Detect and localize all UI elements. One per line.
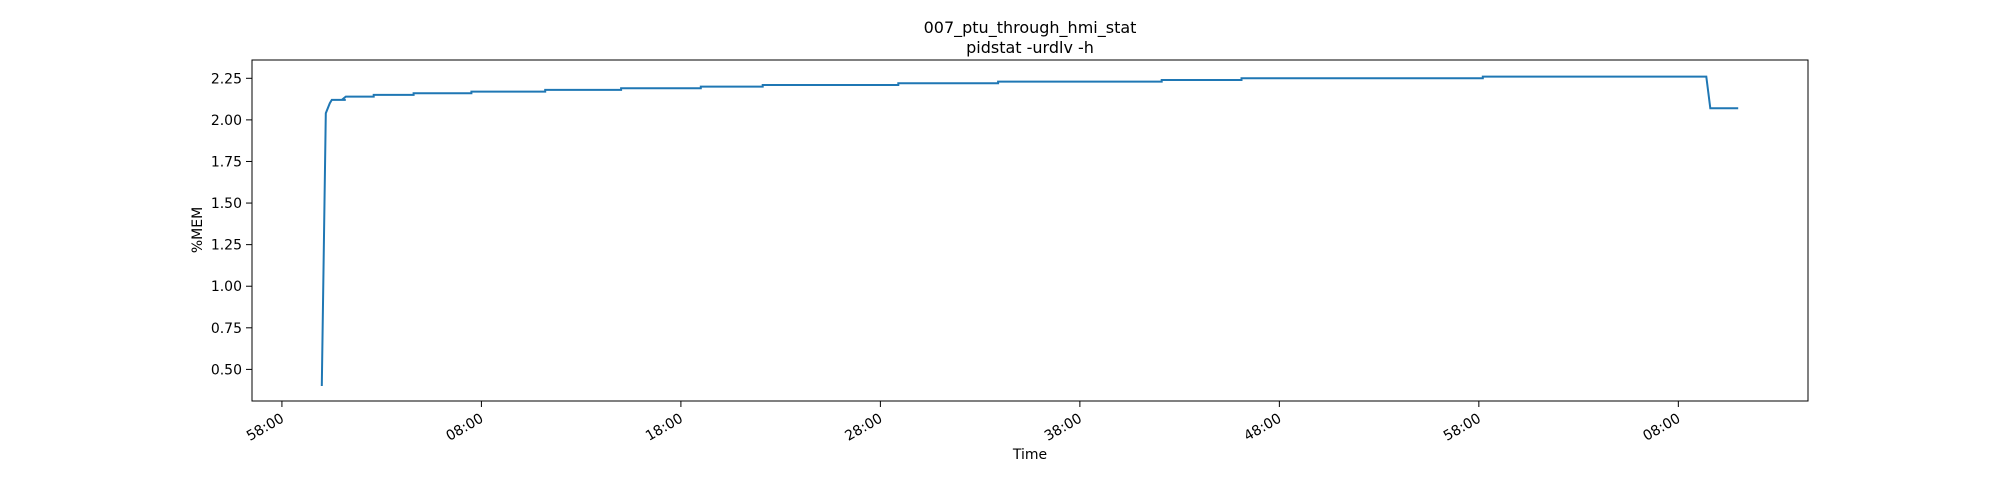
- x-tick-label: 18:00: [643, 411, 686, 445]
- y-axis-label: %MEM: [190, 207, 206, 253]
- y-tick-label: 0.50: [211, 362, 242, 378]
- x-tick-label: 08:00: [443, 411, 486, 445]
- plot-frame: [251, 59, 1809, 402]
- y-tick-label: 2.00: [211, 113, 242, 129]
- x-tick-label: 38:00: [1042, 411, 1085, 445]
- y-tick-label: 0.75: [211, 321, 242, 337]
- chart-title: 007_ptu_through_hmi_stat: [924, 18, 1137, 38]
- x-axis-label: Time: [1012, 447, 1047, 463]
- y-tick-label: 1.75: [211, 154, 242, 170]
- y-tick-label: 1.50: [211, 196, 242, 212]
- chart-subtitle: pidstat -urdlv -h: [966, 38, 1094, 57]
- y-tick-label: 2.25: [211, 71, 242, 87]
- x-tick-label: 48:00: [1241, 411, 1284, 445]
- x-tick-label: 58:00: [244, 411, 287, 445]
- x-tick-label: 28:00: [842, 411, 885, 445]
- series-line: [320, 75, 1739, 387]
- x-tick-label: 58:00: [1441, 411, 1484, 445]
- x-tick-label: 08:00: [1640, 411, 1683, 445]
- axis-ticks: 0.50 0.75 1.00 1.25 1.50 1.75 2.00 2.25 58:00 08:…: [211, 71, 1684, 444]
- y-tick-label: 1.00: [211, 279, 242, 295]
- y-tick-label: 1.25: [211, 238, 242, 254]
